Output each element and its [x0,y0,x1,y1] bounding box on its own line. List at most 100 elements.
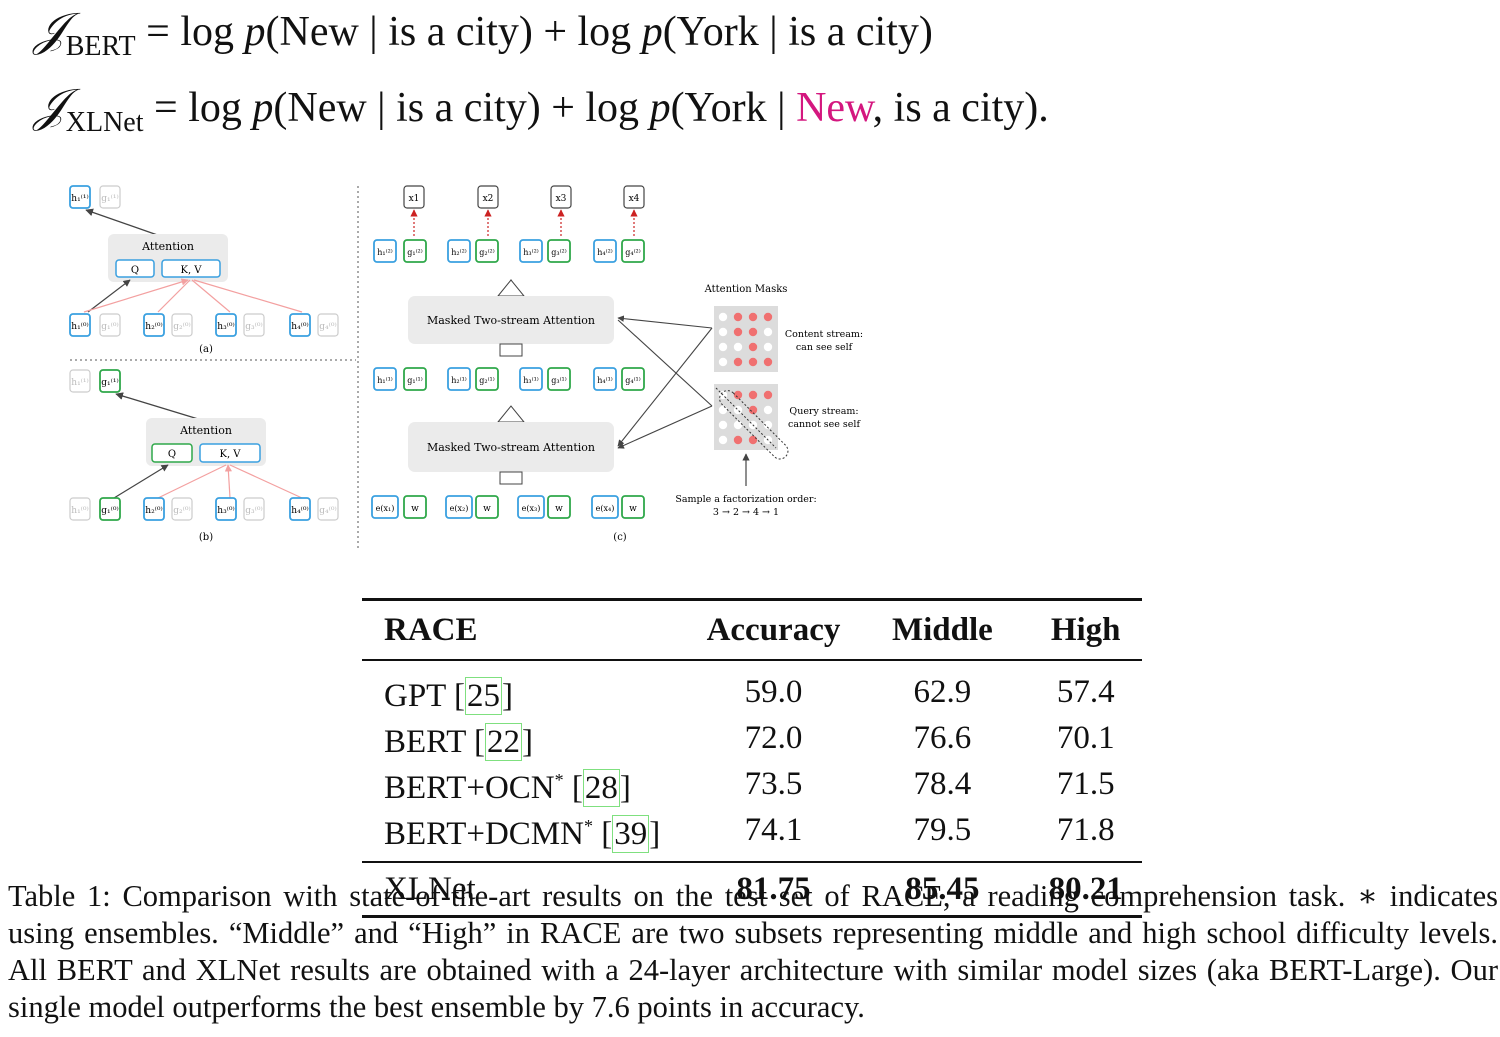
prob-args: (New | is a city) [265,9,533,55]
prob-symbol: p [641,9,663,55]
svg-text:h₃⁽⁰⁾: h₃⁽⁰⁾ [217,321,234,332]
ensemble-marker: * [583,816,593,836]
citation-link[interactable]: 25 [465,677,502,715]
model-name: GPT [384,678,454,714]
prob-symbol: p [252,85,274,131]
layer-2-states: h₁⁽²⁾ g₁⁽²⁾ h₂⁽²⁾ g₂⁽²⁾ h₃⁽²⁾ g₃⁽²⁾ h₄⁽²… [373,239,645,263]
equation-xlnet: 𝒥XLNet = log p(New | is a city) + log p(… [34,82,1049,137]
prob-symbol: p [244,9,266,55]
svg-text:h₂⁽⁰⁾: h₂⁽⁰⁾ [145,321,162,332]
high-cell: 70.1 [1056,720,1115,756]
query-stream-line2: cannot see self [788,419,861,430]
panel-b-inputs: h₁⁽⁰⁾ g₁⁽⁰⁾ h₂⁽⁰⁾ g₂⁽⁰⁾ h₃⁽⁰⁾ g₃⁽⁰⁾ h₄⁽⁰… [69,497,339,521]
content-stream-line1: Content stream: [785,329,863,340]
accuracy-cell: 59.0 [744,674,803,710]
svg-text:h₃⁽⁰⁾: h₃⁽⁰⁾ [217,505,234,516]
masked-attention-label-top: Masked Two-stream Attention [427,314,595,327]
plus-sign: + [543,9,568,55]
factorization-line2: 3 → 2 → 4 → 1 [713,507,779,518]
token-x1: x1 [409,194,420,204]
log-term: log [577,9,632,55]
svg-text:h₁⁽⁰⁾: h₁⁽⁰⁾ [71,505,88,516]
equals-sign: = [154,85,178,131]
highlighted-token: New [796,85,873,131]
svg-text:g₃⁽⁰⁾: g₃⁽⁰⁾ [245,321,262,332]
svg-text:g₁⁽⁰⁾: g₁⁽⁰⁾ [101,505,118,516]
svg-text:h₂⁽⁰⁾: h₂⁽⁰⁾ [145,505,162,516]
svg-text:h₁⁽²⁾: h₁⁽²⁾ [377,248,393,257]
accuracy-cell: 72.0 [744,720,803,756]
query-stream-mask [714,384,789,460]
kv-label-b: K, V [219,449,241,460]
svg-text:g₄⁽²⁾: g₄⁽²⁾ [625,248,641,257]
svg-text:g₂⁽⁰⁾: g₂⁽⁰⁾ [173,505,190,516]
prob-args-close: , is a city). [872,85,1049,131]
svg-text:g₃⁽⁰⁾: g₃⁽⁰⁾ [245,505,262,516]
prob-args-open: (York | [670,85,797,131]
attention-masks-title: Attention Masks [704,284,788,295]
model-name: BERT+OCN [384,770,555,806]
q-label-a: Q [131,265,139,276]
svg-text:h₃⁽¹⁾: h₃⁽¹⁾ [523,376,539,385]
svg-text:g₁⁽¹⁾: g₁⁽¹⁾ [101,377,118,388]
svg-text:h₄⁽⁰⁾: h₄⁽⁰⁾ [291,321,308,332]
objective-symbol: 𝒥 [34,2,66,56]
embedding-inputs: e(x₁) w e(x₂) w e(x₃) w e(x₄) w [371,495,645,519]
ensemble-marker: * [554,770,564,790]
svg-text:h₂⁽²⁾: h₂⁽²⁾ [451,248,467,257]
svg-text:g₂⁽²⁾: g₂⁽²⁾ [479,248,495,257]
svg-text:g₁⁽²⁾: g₁⁽²⁾ [407,248,423,257]
model-name-cell: BERT+DCMN* [39] [384,815,661,853]
svg-text:e(x₃): e(x₃) [522,504,541,513]
log-term: log [188,85,242,131]
svg-text:g₄⁽⁰⁾: g₄⁽⁰⁾ [319,505,336,516]
citation-link[interactable]: 39 [612,815,650,853]
svg-text:h₁⁽¹⁾: h₁⁽¹⁾ [71,193,88,204]
svg-text:h₄⁽⁰⁾: h₄⁽⁰⁾ [291,505,308,516]
middle-cell: 79.5 [913,812,972,848]
table-row: BERT [22] 72.0 76.6 70.1 [362,715,1142,761]
middle-cell: 62.9 [913,674,972,710]
middle-cell: 85.45 [855,861,1030,918]
w-token: w [555,504,563,514]
log-term: log [180,9,234,55]
model-name: XLNet [362,861,692,918]
table-row: BERT+OCN* [28] 73.5 78.4 71.5 [362,761,1142,807]
table-row: BERT+DCMN* [39] 74.1 79.5 71.8 [362,807,1142,862]
model-name-cell: GPT [25] [384,677,513,715]
layer-1-states: h₁⁽¹⁾ g₁⁽¹⁾ h₂⁽¹⁾ g₂⁽¹⁾ h₃⁽¹⁾ g₃⁽¹⁾ h₄⁽¹… [373,367,645,391]
masked-attention-label-bottom: Masked Two-stream Attention [427,441,595,454]
table-row: GPT [25] 59.0 62.9 57.4 [362,660,1142,715]
svg-text:e(x₁): e(x₁) [376,504,395,513]
content-stream-mask [714,306,778,372]
model-name-cell: BERT [22] [384,723,534,761]
middle-cell: 76.6 [913,720,972,756]
high-cell: 71.5 [1056,766,1115,802]
accuracy-cell: 74.1 [744,812,803,848]
token-x4: x4 [629,194,640,204]
q-label-b: Q [168,449,176,460]
table-row-xlnet: XLNet 81.75 85.45 80.21 [362,861,1142,918]
panel-a: h₁⁽¹⁾ g₁⁽¹⁾ Attention Q K, V h₁⁽⁰⁾ g₁⁽⁰⁾… [69,185,339,355]
prob-args: (New | is a city) [273,85,541,131]
w-token: w [629,504,637,514]
svg-text:g₂⁽⁰⁾: g₂⁽⁰⁾ [173,321,190,332]
panel-c: x1 x2 x3 x4 h₁⁽²⁾ g₁⁽²⁾ h₂⁽²⁾ g₂⁽²⁾ h₃⁽²… [371,185,863,543]
svg-text:h₄⁽¹⁾: h₄⁽¹⁾ [597,376,613,385]
svg-text:h₂⁽¹⁾: h₂⁽¹⁾ [451,376,467,385]
prob-args: (York | is a city) [662,9,933,55]
citation-link[interactable]: 22 [485,723,523,761]
log-term: log [585,85,640,131]
middle-cell: 78.4 [913,766,972,802]
model-name: BERT [384,724,475,760]
citation-link[interactable]: 28 [582,769,620,807]
header-middle: Middle [855,598,1030,661]
svg-text:e(x₄): e(x₄) [596,504,615,513]
panel-a-inputs: h₁⁽⁰⁾ g₁⁽⁰⁾ h₂⁽⁰⁾ g₂⁽⁰⁾ h₃⁽⁰⁾ g₃⁽⁰⁾ h₄⁽⁰… [69,313,339,337]
svg-text:g₄⁽⁰⁾: g₄⁽⁰⁾ [319,321,336,332]
equals-sign: = [146,9,170,55]
factorization-line1: Sample a factorization order: [675,494,816,505]
model-name-cell: BERT+OCN* [28] [384,769,631,807]
table-header-row: RACE Accuracy Middle High [362,598,1142,661]
objective-subscript: XLNet [65,107,144,138]
